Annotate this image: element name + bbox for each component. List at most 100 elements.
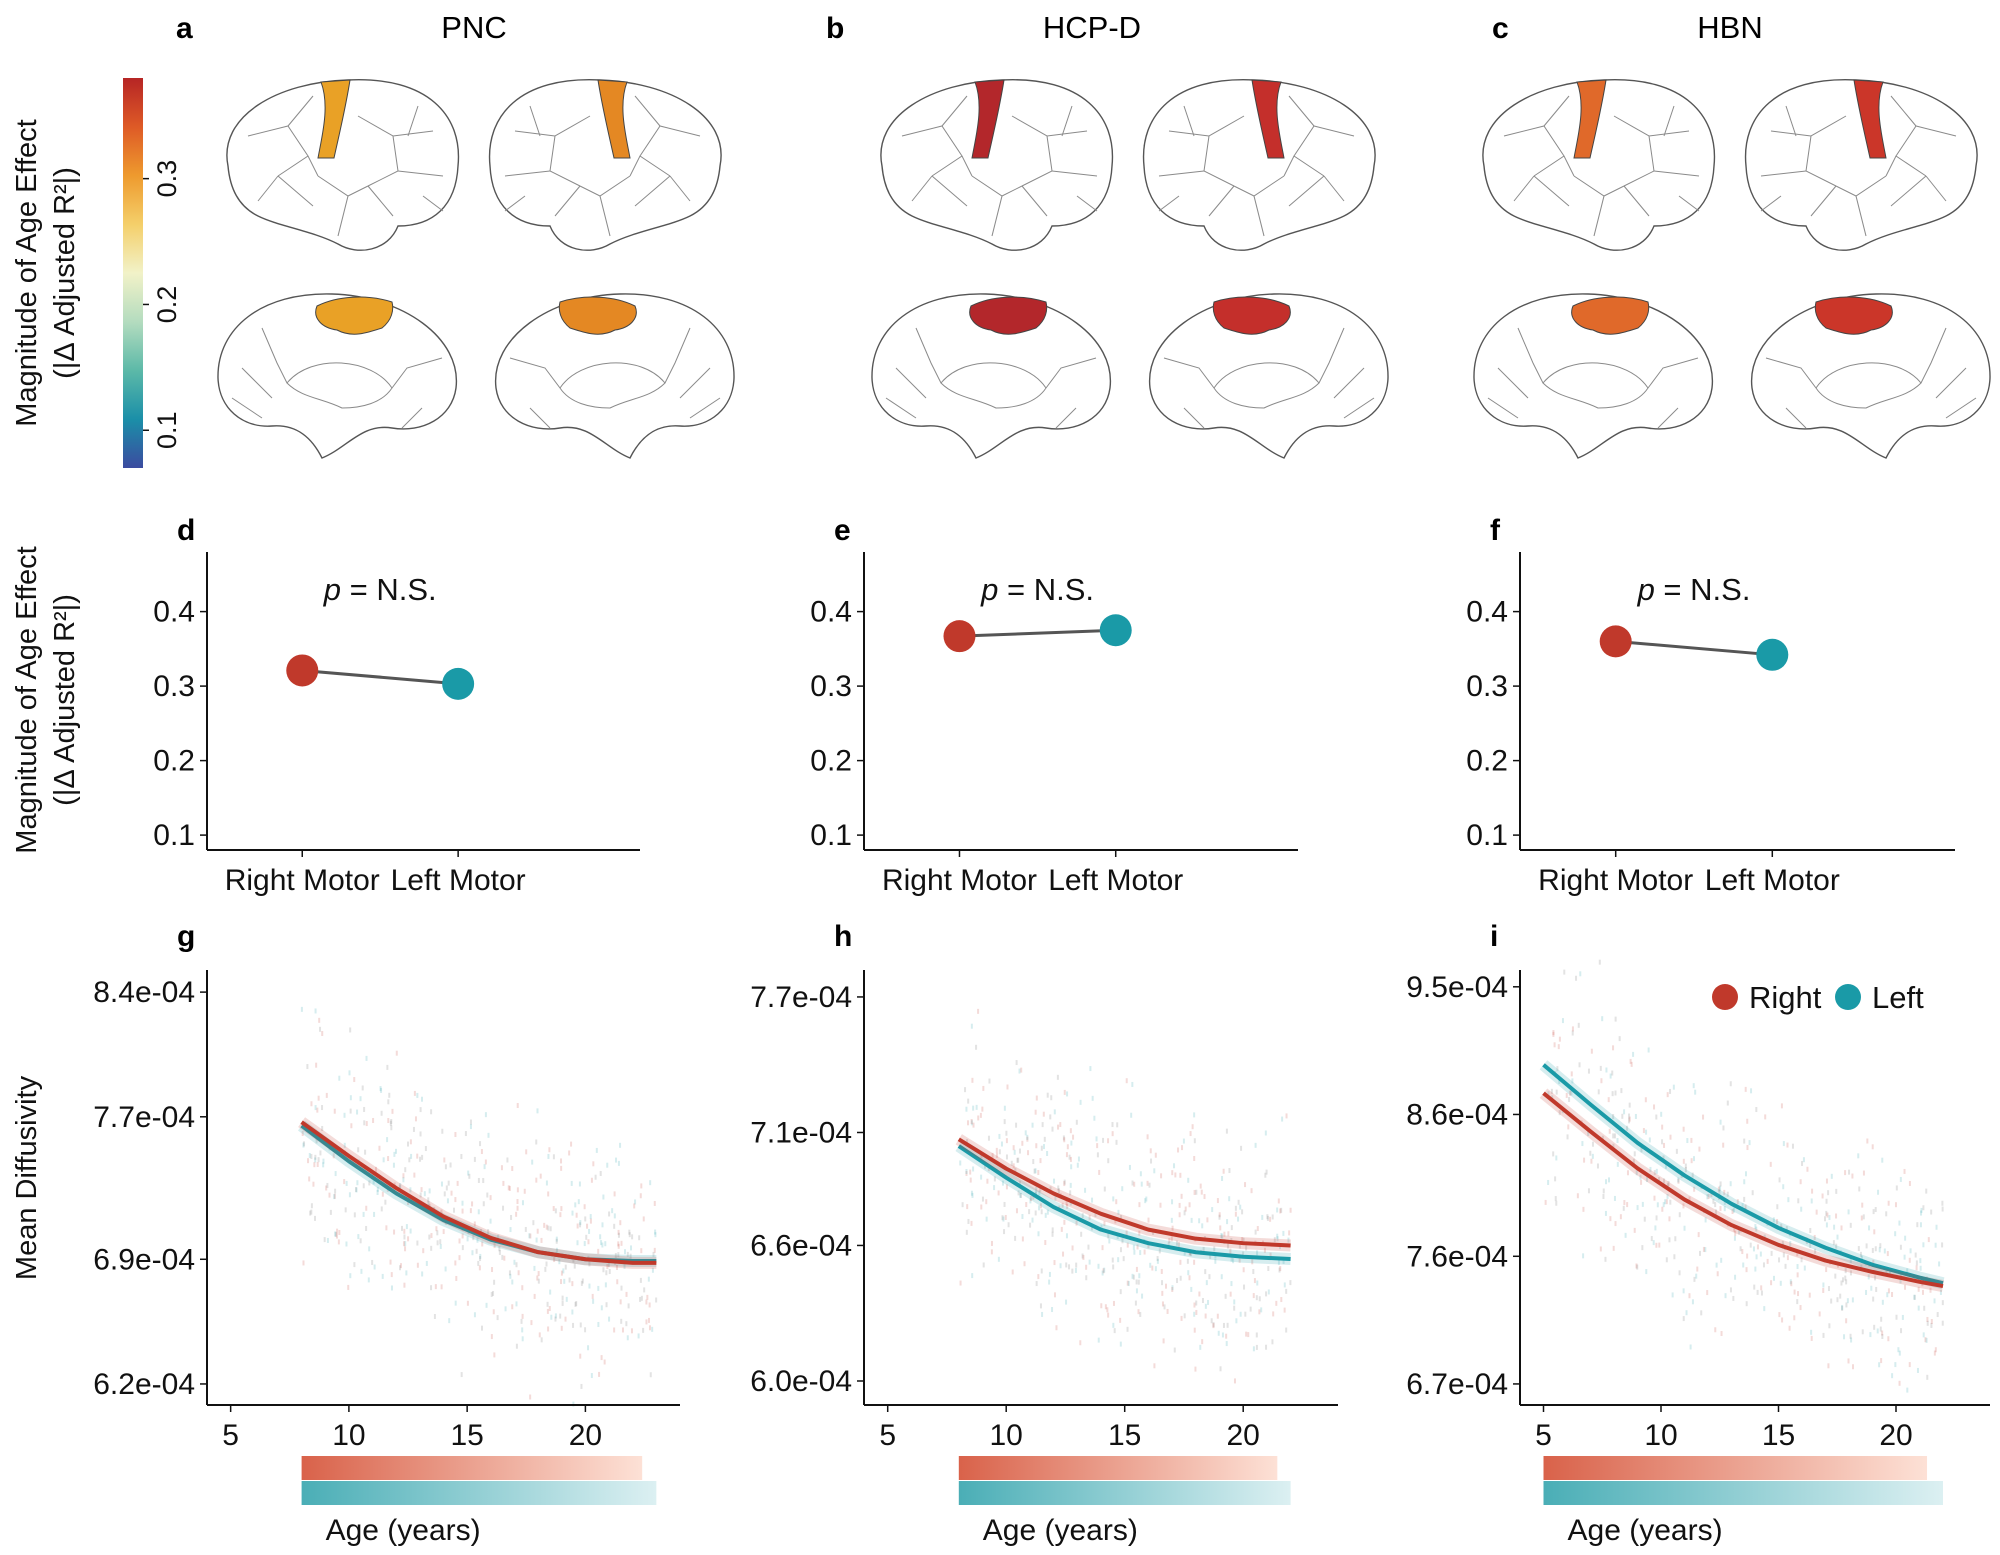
- raw-data-point: [1782, 1184, 1785, 1190]
- raw-data-point: [1139, 1311, 1142, 1317]
- raw-data-point: [1049, 1114, 1052, 1120]
- raw-data-point: [1938, 1261, 1941, 1267]
- raw-data-point: [1093, 1115, 1096, 1121]
- raw-data-point: [981, 1196, 984, 1202]
- raw-data-point: [1556, 1066, 1559, 1072]
- parcel-line: [1935, 367, 1967, 399]
- raw-data-point: [630, 1245, 633, 1251]
- raw-data-point: [1053, 1292, 1056, 1298]
- raw-data-point: [473, 1221, 476, 1227]
- raw-data-point: [521, 1285, 524, 1291]
- raw-data-point: [338, 1075, 341, 1081]
- raw-data-point: [486, 1192, 489, 1198]
- raw-data-point: [646, 1294, 649, 1300]
- parcel-line: [1613, 115, 1655, 187]
- raw-data-point: [387, 1156, 390, 1162]
- raw-data-point: [587, 1345, 590, 1351]
- raw-data-point: [1648, 1137, 1651, 1143]
- raw-data-point: [1005, 1138, 1008, 1144]
- raw-data-point: [1582, 1253, 1585, 1259]
- raw-data-point: [1216, 1313, 1219, 1319]
- raw-data-point: [1173, 1347, 1176, 1353]
- raw-data-point: [413, 1172, 416, 1178]
- raw-data-point: [349, 1108, 352, 1114]
- raw-data-point: [319, 1026, 322, 1032]
- raw-data-point: [521, 1327, 524, 1333]
- raw-data-point: [1796, 1264, 1799, 1270]
- raw-data-point: [655, 1297, 658, 1303]
- raw-data-point: [443, 1157, 446, 1163]
- raw-data-point: [335, 1233, 338, 1239]
- raw-data-point: [302, 1260, 305, 1266]
- right-motor-point: [943, 620, 976, 653]
- raw-data-point: [651, 1326, 654, 1332]
- raw-data-point: [1005, 1184, 1008, 1190]
- raw-data-point: [357, 1147, 360, 1153]
- raw-data-point: [1822, 1332, 1825, 1338]
- raw-data-point: [490, 1291, 493, 1297]
- raw-data-point: [350, 1123, 353, 1129]
- raw-data-point: [1719, 1119, 1722, 1125]
- raw-data-point: [631, 1234, 634, 1240]
- parcel-line: [1855, 195, 1867, 237]
- raw-data-point: [1219, 1225, 1222, 1231]
- raw-data-point: [1849, 1258, 1852, 1264]
- colorbar-bar: [123, 78, 143, 468]
- raw-data-point: [405, 1224, 408, 1230]
- raw-data-point: [1666, 1193, 1669, 1199]
- x-tick-label: 20: [1227, 1419, 1260, 1452]
- raw-data-point: [1062, 1135, 1065, 1141]
- right-motor-point: [286, 654, 319, 687]
- left-fit-line: [1542, 1063, 1944, 1286]
- raw-data-point: [1926, 1320, 1929, 1326]
- raw-data-point: [1255, 1295, 1258, 1301]
- raw-data-point: [1688, 1196, 1691, 1202]
- raw-data-point: [1661, 1139, 1664, 1145]
- raw-data-point: [1871, 1144, 1874, 1150]
- raw-data-point: [1001, 1215, 1004, 1221]
- raw-data-point: [531, 1159, 534, 1165]
- raw-data-point: [1689, 1344, 1692, 1350]
- raw-data-point: [1682, 1158, 1685, 1164]
- raw-data-point: [1852, 1364, 1855, 1370]
- raw-data-point: [1114, 1218, 1117, 1224]
- legend: Right Left: [1712, 980, 1924, 1015]
- colorbar-title-line2: (|Δ Adjusted R²|): [49, 167, 81, 379]
- raw-data-point: [1872, 1296, 1875, 1302]
- raw-data-point: [1180, 1193, 1183, 1199]
- raw-data-point: [1267, 1289, 1270, 1295]
- raw-data-point: [586, 1223, 589, 1229]
- raw-data-point: [592, 1161, 595, 1167]
- parcel-line: [901, 125, 963, 177]
- raw-data-point: [1887, 1200, 1890, 1206]
- raw-data-point: [1835, 1188, 1838, 1194]
- parcel-line: [261, 327, 288, 384]
- raw-data-point: [316, 1107, 319, 1113]
- raw-data-point: [469, 1208, 472, 1214]
- raw-data-point: [615, 1157, 618, 1163]
- raw-data-point: [440, 1209, 443, 1215]
- raw-data-point: [1693, 1156, 1696, 1162]
- raw-data-point: [1881, 1157, 1884, 1163]
- parcel-line: [1051, 170, 1098, 177]
- raw-data-point: [617, 1241, 620, 1247]
- raw-data-point: [1923, 1305, 1926, 1311]
- raw-data-point: [1729, 1081, 1732, 1087]
- raw-data-point: [546, 1301, 549, 1307]
- raw-data-point: [1921, 1289, 1924, 1295]
- raw-data-point: [1825, 1198, 1828, 1204]
- raw-data-point: [1100, 1224, 1103, 1230]
- connector-line: [959, 628, 1116, 638]
- raw-data-point: [1031, 1122, 1034, 1128]
- raw-data-point: [1108, 1238, 1111, 1244]
- raw-data-point: [1623, 1200, 1626, 1206]
- p-value-annotation: p = N.S.: [980, 572, 1094, 607]
- raw-data-point: [1265, 1344, 1268, 1350]
- parcel-line: [1487, 397, 1519, 419]
- raw-data-point: [1233, 1305, 1236, 1311]
- parcel-line: [1543, 95, 1570, 127]
- raw-data-point: [1140, 1181, 1143, 1187]
- raw-data-point: [1612, 1143, 1615, 1149]
- raw-data-point: [1182, 1138, 1185, 1144]
